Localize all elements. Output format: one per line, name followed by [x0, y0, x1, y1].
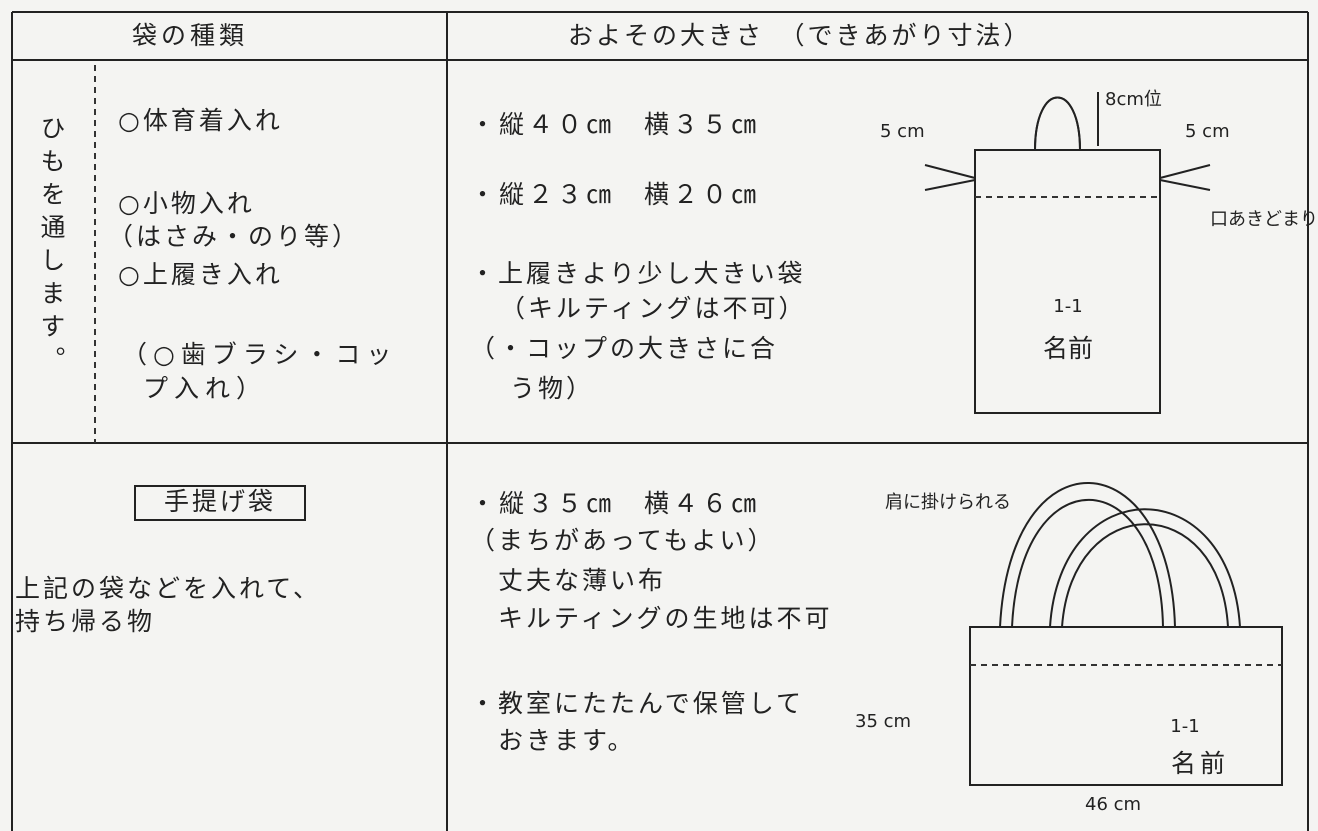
size: （キルティングは不可） [500, 294, 807, 323]
kind: 上記の袋などを入れて、 [15, 574, 321, 603]
diagram-label: 口あきどまり [1210, 209, 1318, 230]
kind-box: 手提げ袋 [164, 487, 276, 516]
kind: 持ち帰る物 [15, 607, 155, 636]
diagram-label: 35 cm [855, 711, 911, 732]
diagram-label: 1-1 [1053, 296, 1082, 317]
size: （・コップの大きさに合 [470, 334, 778, 363]
size: ・教室にたたんで保管して [470, 689, 804, 718]
kind: （はさみ・のり等） [108, 222, 360, 251]
size: ・縦３５㎝ 横４６㎝ [470, 489, 760, 518]
label-box [134, 485, 306, 521]
size: キルティングの生地は不可 [498, 604, 833, 633]
diagram-label: 名前 [1043, 334, 1093, 363]
table-lines [11, 11, 1309, 831]
diagram-label: 5 cm [1185, 121, 1230, 142]
kind: （○歯ブラシ・コッ [122, 340, 397, 369]
size: ・上履きより少し大きい袋 [470, 259, 806, 288]
drawstring-bag [924, 92, 1211, 414]
diagram-label: 8cm位 [1105, 89, 1162, 110]
diagram-label: 1-1 [1170, 716, 1199, 737]
diagram-label: 名前 [1171, 749, 1229, 778]
kind: ○小物入れ [118, 189, 255, 218]
size: おきます。 [498, 726, 636, 755]
size: 丈夫な薄い布 [498, 566, 666, 595]
kind: ○体育着入れ [118, 106, 283, 135]
vertical-note: ひもを通します。 [37, 115, 66, 379]
size: ・縦２３㎝ 横２０㎝ [470, 180, 760, 209]
header: 袋の種類 [132, 21, 248, 50]
kind: プ入れ） [143, 374, 267, 403]
size: ・縦４０㎝ 横３５㎝ [470, 110, 760, 139]
size: う物） [510, 374, 594, 403]
diagram-label: 5 cm [880, 121, 925, 142]
tote-bag [969, 482, 1283, 786]
header: およその大きさ （できあがり寸法） [568, 21, 1032, 50]
kind: ○上履き入れ [118, 260, 283, 289]
size: （まちがあってもよい） [470, 526, 776, 555]
diagram-label: 肩に掛けられる [885, 492, 1011, 513]
diagram-label: 46 cm [1085, 794, 1141, 815]
